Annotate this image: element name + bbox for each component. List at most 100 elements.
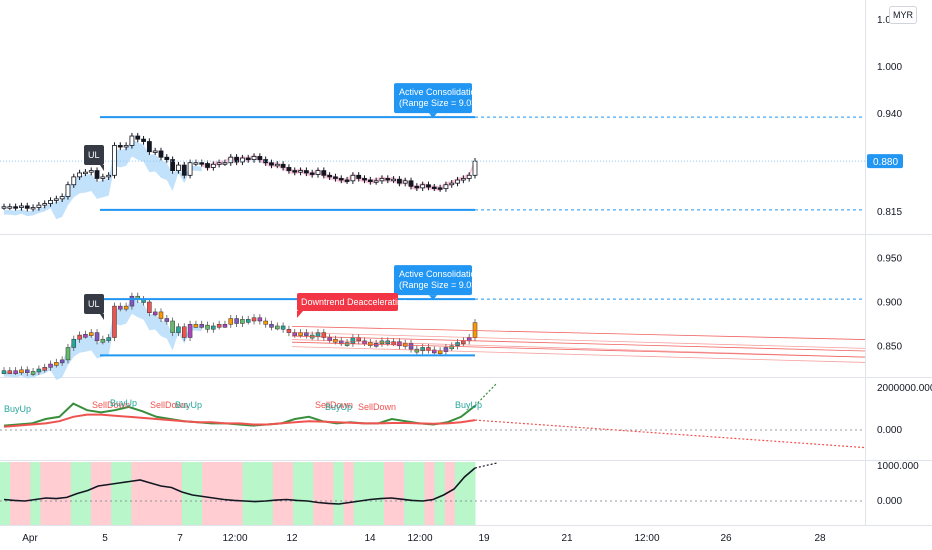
ul-text: UL [88, 299, 100, 309]
candle [65, 184, 71, 197]
x-tick-label: 12 [286, 533, 298, 544]
trend-candle [263, 320, 268, 325]
y-tick-label: 1.000 [877, 62, 902, 73]
candle [146, 141, 152, 153]
x-tick-label: 14 [364, 533, 376, 544]
trend-candle [414, 348, 420, 353]
selldown-signal: SellDown [150, 400, 188, 410]
candle [129, 135, 135, 146]
oscillator-zone-green [80, 462, 92, 525]
series-layer [1, 132, 478, 505]
ul-label [84, 145, 104, 165]
oscillator-zone-green [242, 462, 254, 525]
y-tick-label: 0.815 [877, 207, 902, 218]
downtrend-fan-line [291, 335, 866, 352]
oscillator-zone-green [111, 462, 122, 525]
candle [431, 186, 437, 189]
candle [106, 174, 112, 178]
candle [77, 172, 82, 178]
oscillator-zone-green [293, 462, 304, 525]
oscillator-zone-red [222, 462, 233, 525]
consolidation-label-main-pointer [429, 113, 437, 119]
trend-candle [164, 318, 170, 322]
selldown-signal: SellDown [358, 402, 396, 412]
candle [245, 157, 251, 160]
volume-flow-projection-green [474, 382, 498, 407]
candle [1, 206, 7, 209]
y-tick-label: 1000.000 [877, 461, 919, 472]
oscillator-zone-red [171, 462, 183, 525]
oscillator-zone-red [313, 462, 324, 525]
oscillator-zone-red [50, 462, 62, 525]
trend-candle [1, 370, 7, 374]
ul-label [84, 294, 104, 314]
y-tick-label: 0.940 [877, 109, 902, 120]
oscillator-zone-green [353, 462, 365, 525]
trend-candle [112, 305, 117, 338]
x-tick-label: 21 [561, 533, 573, 544]
trend-candle [54, 362, 59, 366]
candle [292, 170, 298, 173]
trend-candle [222, 324, 228, 328]
candle [280, 163, 286, 168]
oscillator-zone-red [151, 462, 163, 525]
trend-candle [437, 350, 443, 355]
trend-candle [152, 311, 158, 316]
trend-candle [88, 332, 94, 336]
oscillator-zone-green [30, 462, 41, 525]
trend-candle [13, 370, 18, 374]
oscillator-zone-red [40, 462, 52, 525]
candle [402, 180, 408, 184]
trend-candle [199, 324, 204, 328]
oscillator-zone-green [434, 462, 446, 525]
trend-candle [228, 318, 234, 325]
oscillator-zone-green [404, 462, 415, 525]
y-tick-label: 0.850 [877, 342, 902, 353]
candle [30, 207, 36, 210]
oscillator-zone-red [444, 462, 456, 525]
trend-candle [77, 334, 82, 340]
currency-badge: MYR [889, 6, 917, 24]
x-tick-label: 5 [102, 533, 108, 544]
candle [257, 156, 263, 160]
trend-pane-cloud [4, 298, 202, 380]
trend-candle [327, 337, 332, 341]
grid-lines [0, 429, 865, 502]
consolidation-label-trend-text: (Range Size = 9.03%) [399, 280, 487, 290]
y-tick-label: 0.900 [877, 298, 902, 309]
trend-candle [118, 305, 123, 310]
x-tick-label: 19 [478, 533, 490, 544]
oscillator-zone-green [414, 462, 425, 525]
oscillator-zone-green [192, 462, 203, 525]
candle [327, 174, 333, 178]
ul-text: UL [88, 150, 100, 160]
x-tick-label: 12:00 [634, 533, 659, 544]
x-tick-label: 12:00 [222, 533, 247, 544]
oscillator-zone-green [363, 462, 375, 525]
trend-candle [71, 338, 77, 348]
oscillator-zone-red [343, 462, 355, 525]
oscillator-zone-green [121, 462, 132, 525]
oscillator-zone-red [424, 462, 436, 525]
trend-candle [42, 367, 47, 371]
candle [379, 178, 385, 182]
trend-candle [292, 332, 297, 336]
downtrend-fan-line [291, 346, 866, 363]
trend-candle [48, 363, 53, 368]
trend-candle [19, 369, 24, 374]
trend-candle [455, 342, 460, 347]
candle [274, 163, 280, 167]
candle [437, 187, 443, 190]
trend-candle [321, 332, 327, 338]
candle [251, 156, 257, 160]
downtrend-fan-line [291, 339, 866, 358]
trend-candle [461, 340, 466, 345]
candle [449, 182, 455, 186]
trend-candle [472, 322, 478, 338]
candle [338, 178, 344, 181]
downtrend-label-text: Downtrend Deaccelerating [301, 297, 407, 307]
candle [321, 170, 327, 176]
trend-candle [240, 319, 245, 324]
